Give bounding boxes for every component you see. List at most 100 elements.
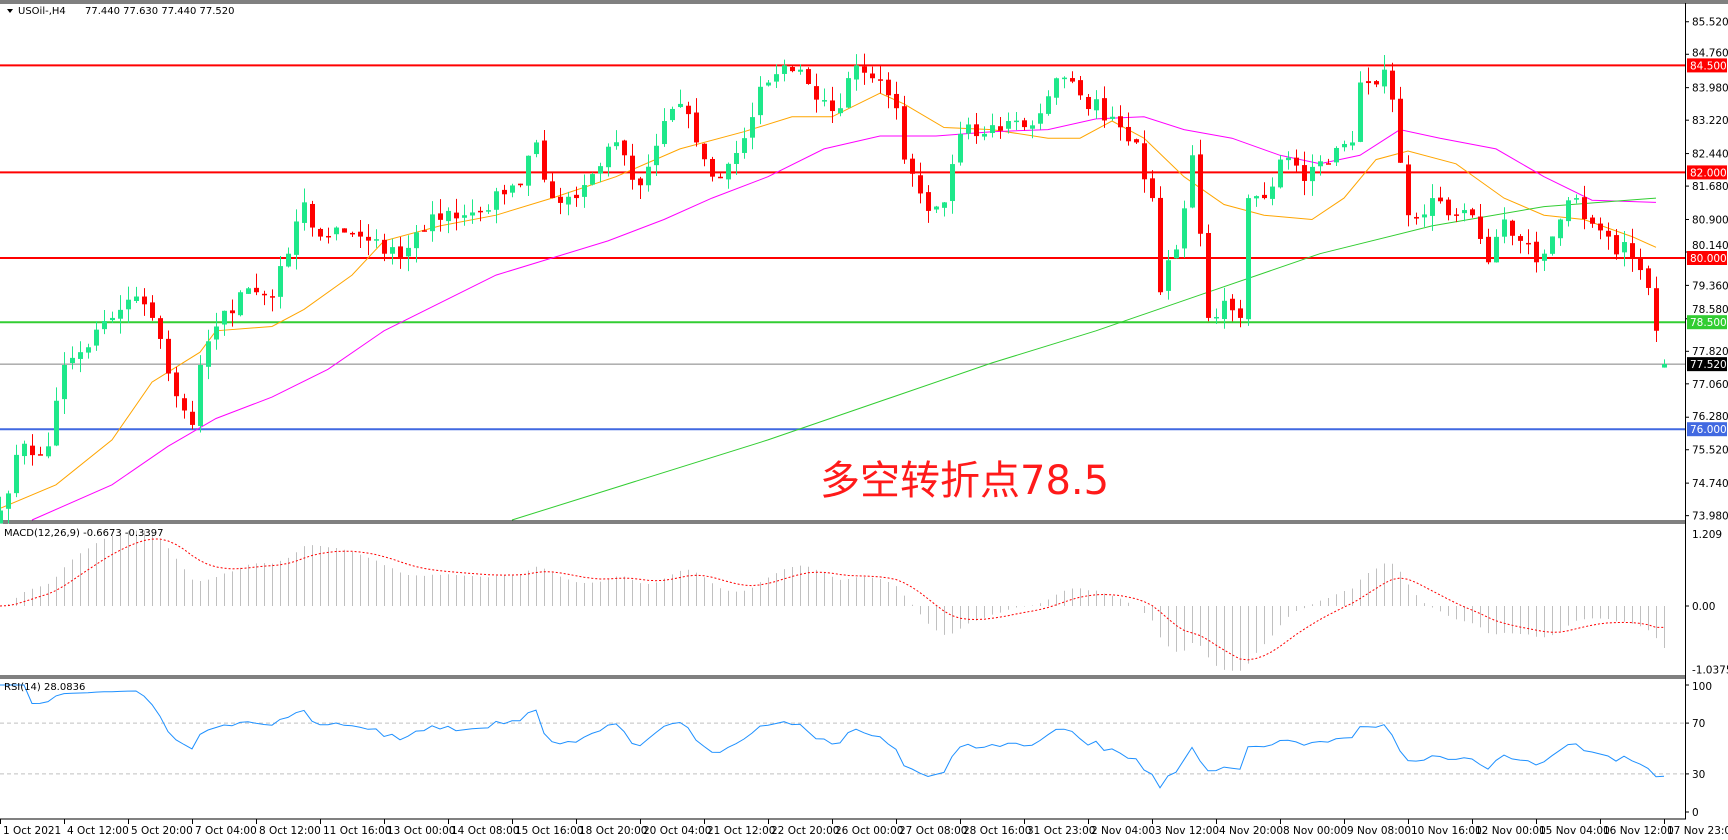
- candle-bullish: [6, 493, 11, 509]
- candle-bullish: [1222, 300, 1227, 320]
- candle-bearish: [262, 293, 267, 296]
- candle-bullish: [470, 212, 475, 216]
- candle-bullish: [1062, 77, 1067, 80]
- candle-bullish: [1430, 198, 1435, 216]
- candle-bearish: [342, 228, 347, 233]
- candle-bearish: [1582, 197, 1587, 220]
- candle-bullish: [774, 74, 779, 82]
- candle-bearish: [1406, 164, 1411, 216]
- candle-bullish: [1350, 142, 1355, 146]
- time-tick-label: 9 Nov 08:00: [1347, 825, 1411, 837]
- candle-bearish: [350, 232, 355, 235]
- candle-bullish: [1382, 69, 1387, 87]
- level-label-box: [1687, 251, 1727, 265]
- candle-bearish: [694, 112, 699, 143]
- candle-bearish: [158, 318, 163, 339]
- candle-bearish: [630, 155, 635, 180]
- candle-bullish: [782, 65, 787, 74]
- candle-bullish: [1054, 78, 1059, 98]
- macd-tick-label: -1.0375: [1692, 664, 1728, 676]
- candle-bullish: [934, 206, 939, 210]
- candle-bearish: [926, 192, 931, 211]
- level-label-box: [1687, 422, 1727, 437]
- candle-bearish: [710, 158, 715, 177]
- rsi-tick-label: 0: [1692, 807, 1699, 819]
- candle-bullish: [70, 357, 75, 364]
- moving-average-line: [31, 116, 1657, 521]
- price-tick-label: 80.140: [1692, 240, 1728, 252]
- candle-bullish: [1334, 147, 1339, 163]
- candle-bearish: [1414, 216, 1419, 219]
- candle-bullish: [942, 202, 947, 208]
- candle-bearish: [166, 338, 171, 374]
- candle-bearish: [422, 230, 427, 232]
- time-tick-label: 26 Oct 00:00: [835, 825, 903, 837]
- candle-bearish: [894, 93, 899, 109]
- time-tick-label: 1 Oct 2021: [3, 825, 61, 837]
- candle-bullish: [206, 341, 211, 367]
- candle-bullish: [582, 185, 587, 197]
- candle-bullish: [222, 310, 227, 325]
- candle-bullish: [1190, 155, 1195, 208]
- time-tick-label: 13 Oct 00:00: [387, 825, 455, 837]
- candle-bearish: [806, 69, 811, 84]
- price-tick-label: 82.440: [1692, 149, 1728, 161]
- rsi-tick-label: 70: [1692, 718, 1705, 730]
- candle-bullish: [1342, 143, 1347, 148]
- candle-bearish: [270, 296, 275, 298]
- candle-bullish: [46, 446, 51, 457]
- candle-bullish: [758, 86, 763, 116]
- candle-bearish: [574, 194, 579, 199]
- candle-bearish: [1510, 220, 1515, 236]
- time-tick-label: 10 Nov 16:00: [1411, 825, 1482, 837]
- candle-bearish: [1302, 165, 1307, 181]
- candle-bullish: [238, 292, 243, 316]
- candle-bullish: [670, 108, 675, 121]
- candle-bullish: [1462, 210, 1467, 214]
- candle-bearish: [1070, 78, 1075, 82]
- candle-bearish: [1126, 126, 1131, 142]
- level-label-box: [1687, 165, 1727, 180]
- candle-bullish: [1270, 186, 1275, 199]
- level-label: 80.000: [1690, 253, 1727, 265]
- candle-bearish: [1102, 98, 1107, 121]
- price-axis: 85.520 84.760 83.980 83.220 82.440 81.680 80.9…: [1685, 17, 1728, 523]
- time-tick-label: 4 Nov 20:00: [1219, 825, 1283, 837]
- macd-signal-line: [0, 538, 1664, 661]
- time-tick-label: 18 Oct 20:00: [579, 825, 647, 837]
- candle-bullish: [446, 210, 451, 222]
- candle-bearish: [790, 67, 795, 72]
- candle-bullish: [286, 253, 291, 267]
- candle-bullish: [390, 247, 395, 254]
- moving-averages: [0, 92, 1657, 521]
- candle-bullish: [302, 202, 307, 223]
- candle-bullish: [0, 510, 3, 524]
- candle-bearish: [870, 73, 875, 79]
- candle-bearish: [998, 126, 1003, 131]
- candle-bullish: [86, 347, 91, 353]
- price-tick-label: 81.680: [1692, 181, 1728, 193]
- level-labels: 84.500 82.000 80.000 78.500 76.000 77.520: [1687, 58, 1727, 437]
- candle-bearish: [558, 196, 563, 203]
- time-tick-label: 17 Nov 23:00: [1667, 825, 1728, 837]
- candle-bullish: [94, 329, 99, 346]
- level-label-box: [1687, 315, 1727, 330]
- candle-bearish: [1398, 98, 1403, 163]
- triangle-down-icon[interactable]: [7, 9, 13, 13]
- candle-bearish: [910, 158, 915, 174]
- candle-bullish: [1318, 161, 1323, 167]
- candle-bearish: [702, 143, 707, 160]
- candle-bearish: [358, 231, 363, 237]
- time-tick-label: 3 Nov 12:00: [1155, 825, 1219, 837]
- candle-bullish: [414, 232, 419, 249]
- ohlc-readout: 77.440 77.630 77.440 77.520: [85, 6, 235, 17]
- candle-bearish: [1238, 308, 1243, 318]
- time-tick-label: 7 Oct 04:00: [195, 825, 257, 837]
- candle-bullish: [846, 78, 851, 108]
- price-tick-label: 83.220: [1692, 115, 1728, 127]
- candle-bullish: [78, 352, 83, 359]
- candle-bearish: [1134, 139, 1139, 143]
- level-label-box: [1687, 357, 1727, 372]
- candle-bullish: [406, 247, 411, 257]
